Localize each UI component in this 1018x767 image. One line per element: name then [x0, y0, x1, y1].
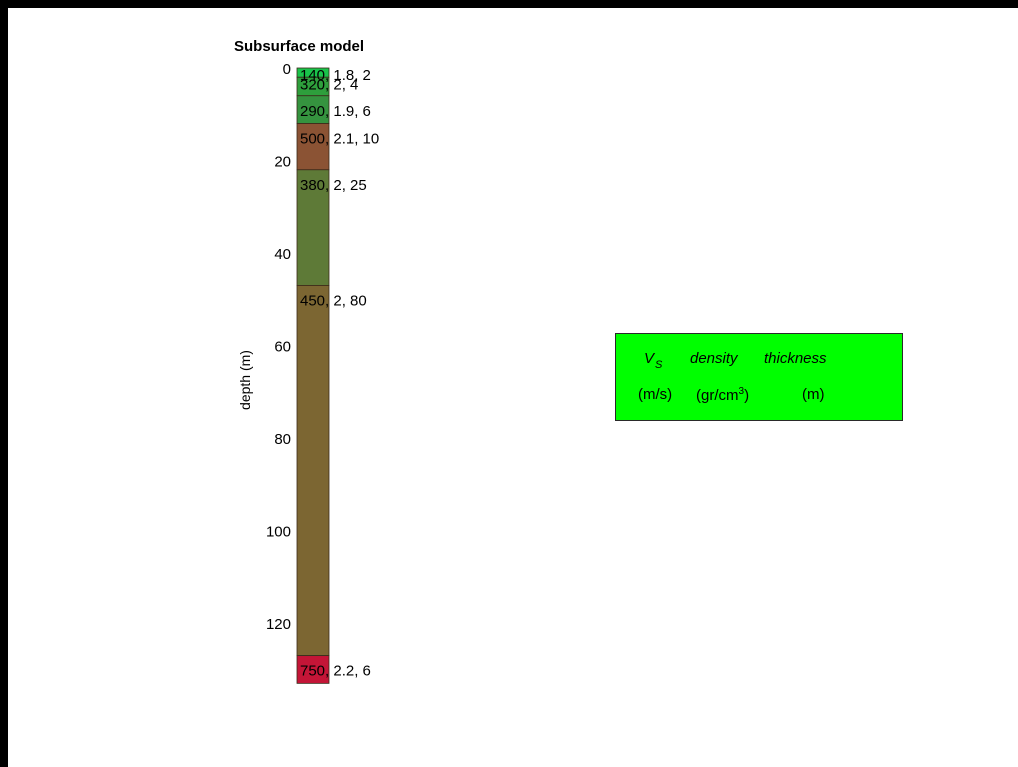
legend-vs-symbol: V [644, 350, 655, 367]
layer-density-thickness-value: , 2, 4 [325, 76, 358, 93]
layer-bar [296, 123, 330, 171]
layer-density-thickness-value: , 2.2, 6 [325, 663, 371, 680]
y-tick-label: 120 [266, 616, 291, 633]
layer-label: 140, 1.8, 2 [300, 67, 371, 84]
layer-vs-value: 380 [300, 177, 325, 194]
layer-bar [296, 655, 330, 684]
layer-density-thickness-value: , 1.9, 6 [325, 103, 371, 120]
layer-density-thickness-value: , 2.1, 10 [325, 131, 379, 148]
y-tick-label: 60 [274, 339, 291, 356]
layer-label: 380, 2, 25 [300, 177, 367, 194]
layer-vs-value: 500 [300, 131, 325, 148]
layer-label: 320, 2, 4 [300, 76, 358, 93]
layer-label: 500, 2.1, 10 [300, 131, 379, 148]
y-tick-label: 40 [274, 246, 291, 263]
legend-density-unit-prefix: (gr/cm [696, 387, 739, 404]
y-tick-label: 0 [283, 61, 291, 78]
layer-label: 450, 2, 80 [300, 292, 367, 309]
legend-vs-unit: (m/s) [638, 386, 673, 403]
legend-density-unit-suffix: ) [744, 387, 750, 404]
y-tick-label: 80 [274, 431, 291, 448]
y-tick-label: 20 [274, 154, 291, 171]
layer-bar [296, 285, 330, 657]
layer-vs-value: 140 [300, 67, 325, 84]
layer-density-thickness-value: , 2, 80 [325, 292, 367, 309]
layer-vs-value: 320 [300, 76, 325, 93]
layer-density-thickness-value: , 1.8, 2 [325, 67, 371, 84]
layer-vs-value: 750 [300, 663, 325, 680]
y-tick-label: 100 [266, 524, 291, 541]
chart-title: Subsurface model [234, 38, 365, 55]
legend-vs-label: VS [644, 350, 662, 371]
legend-thickness-label: thickness [764, 350, 827, 367]
layer-vs-value: 450 [300, 292, 325, 309]
layer-label: 750, 2.2, 6 [300, 663, 371, 680]
legend-density-unit-exponent: 3 [738, 386, 745, 397]
layer-bar [296, 169, 330, 286]
legend-vs-subscript: S [655, 359, 663, 371]
legend-thickness-unit: (m) [802, 386, 825, 403]
layer-density-thickness-value: , 2, 25 [325, 177, 367, 194]
legend-density-unit: (gr/cm3) [696, 386, 749, 404]
layer-rects-group [296, 67, 330, 684]
legend-box: VS density thickness (m/s) (gr/cm3) (m) [615, 333, 903, 421]
layer-vs-value: 290 [300, 103, 325, 120]
layer-label: 290, 1.9, 6 [300, 103, 371, 120]
legend-density-label: density [690, 350, 738, 367]
